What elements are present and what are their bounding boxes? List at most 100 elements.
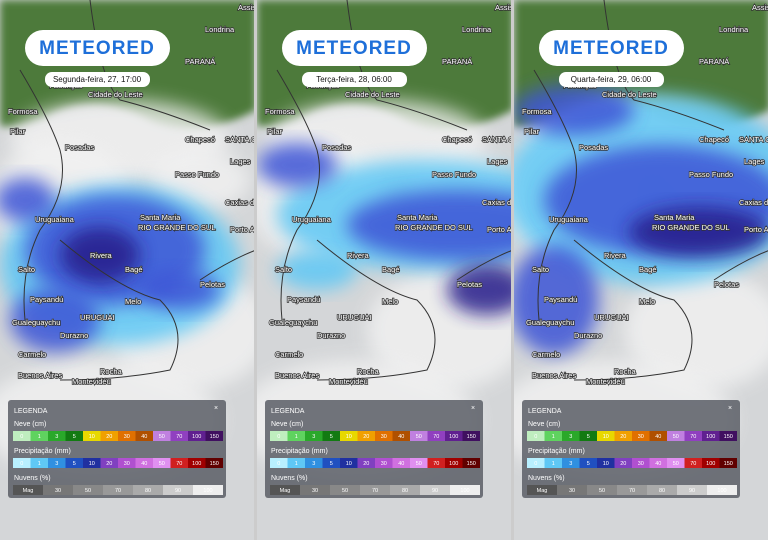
legend-row-label: Nuvens (%) (528, 475, 565, 482)
border-line (533, 0, 768, 381)
city-label: Gualeguaychu (12, 318, 60, 327)
legend-cell (684, 458, 702, 468)
legend-row-label: Nuvens (%) (271, 475, 308, 482)
precipitation (60, 227, 140, 283)
legend-tick: 10 (346, 434, 352, 440)
legend-tick: 50 (159, 461, 165, 467)
legend-tick: 70 (629, 488, 635, 494)
city-label: Passo Fundo (689, 170, 733, 179)
legend-cell (100, 458, 118, 468)
city-label: Chapecó (442, 135, 472, 144)
legend-box (522, 400, 740, 498)
city-label: Montevidéu (72, 377, 111, 386)
legend-cell (193, 485, 223, 495)
city-label: Cidade do Leste (602, 90, 657, 99)
city-label: Paysandú (287, 295, 320, 304)
legend-tick: 3 (312, 461, 315, 467)
legend-tick: 90 (432, 488, 438, 494)
legend-cell (118, 458, 136, 468)
legend-tick: 150 (467, 461, 476, 467)
legend-cell (188, 431, 206, 441)
legend-tick: 100 (203, 488, 212, 494)
city-label: Chapecó (185, 135, 215, 144)
legend-cell (340, 458, 358, 468)
legend-cell (462, 431, 480, 441)
city-label: Porto Alegre (744, 225, 768, 234)
city-label: PARANÁ (699, 57, 729, 66)
city-label: RIO GRANDE DO SUL (395, 223, 473, 232)
legend-tick: 150 (724, 461, 733, 467)
city-label: Santa Maria (140, 213, 181, 222)
legend-tick: 70 (372, 488, 378, 494)
legend-tick: 70 (690, 461, 696, 467)
legend-cell (322, 458, 340, 468)
legend-tick: 100 (192, 461, 201, 467)
legend-tick: 30 (638, 434, 644, 440)
legend-tick: 1 (38, 461, 41, 467)
legend-close[interactable]: × (214, 405, 218, 412)
city-label: Paysandú (30, 295, 63, 304)
legend-tick: 10 (603, 434, 609, 440)
legend-tick: 20 (106, 434, 112, 440)
border-line (19, 0, 254, 381)
city-label: URUGUAI (337, 313, 372, 322)
legend-tick: 50 (599, 488, 605, 494)
city-label: SANTA CATARINA (739, 135, 768, 144)
precipitation (10, 288, 100, 352)
city-label: Durazno (574, 331, 602, 340)
legend-cell (43, 485, 73, 495)
legend-tick: 20 (363, 434, 369, 440)
legend-close[interactable]: × (728, 405, 732, 412)
legend-tick: 1 (552, 461, 555, 467)
legend-cell (614, 431, 632, 441)
legend-cell (702, 458, 720, 468)
legend-tick: 30 (569, 488, 575, 494)
city-label: Posadas (65, 143, 94, 152)
legend-tick: 80 (659, 488, 665, 494)
legend-tick: 30 (55, 488, 61, 494)
legend-tick: 70 (115, 488, 121, 494)
legend-cell (579, 458, 597, 468)
city-label: Uruguaiana (292, 215, 332, 224)
legend-tick: 10 (346, 461, 352, 467)
city-label: Carmelo (18, 350, 46, 359)
legend-cell (153, 458, 171, 468)
legend-cell (357, 458, 375, 468)
legend-tick: 30 (312, 488, 318, 494)
city-label: Lages (744, 157, 765, 166)
legend-tick: 150 (724, 434, 733, 440)
city-label: Durazno (60, 331, 88, 340)
city-label: Salto (532, 265, 549, 274)
legend-cell (170, 431, 188, 441)
legend-cell (392, 458, 410, 468)
city-label: PARANÁ (185, 57, 215, 66)
legend-cell (205, 458, 223, 468)
logo-text: METEORED (39, 38, 155, 59)
legend-tick: 5 (73, 434, 76, 440)
city-label: Lages (487, 157, 508, 166)
legend-cell (13, 485, 43, 495)
city-label: Uruguaiana (35, 215, 75, 224)
legend-tick: 0 (277, 434, 280, 440)
city-label: Melo (639, 297, 655, 306)
city-label: Santa Maria (654, 213, 695, 222)
precipitation (514, 245, 599, 355)
legend-tick: Mag (537, 488, 548, 494)
legend-title: LEGENDA (271, 408, 305, 415)
city-label: PARANÁ (442, 57, 472, 66)
legend-tick: 3 (569, 461, 572, 467)
precipitation (140, 270, 220, 310)
legend-cell (684, 431, 702, 441)
legend-tick: 30 (124, 434, 130, 440)
legend-tick: 100 (449, 461, 458, 467)
legend-tick: 80 (402, 488, 408, 494)
city-label: Montevidéu (586, 377, 625, 386)
legend-row-label: Neve (cm) (271, 421, 303, 428)
precipitation (447, 265, 511, 315)
legend-tick: 50 (342, 488, 348, 494)
legend-tick: 100 (192, 434, 201, 440)
legend-cell (649, 431, 667, 441)
legend-close[interactable]: × (471, 405, 475, 412)
